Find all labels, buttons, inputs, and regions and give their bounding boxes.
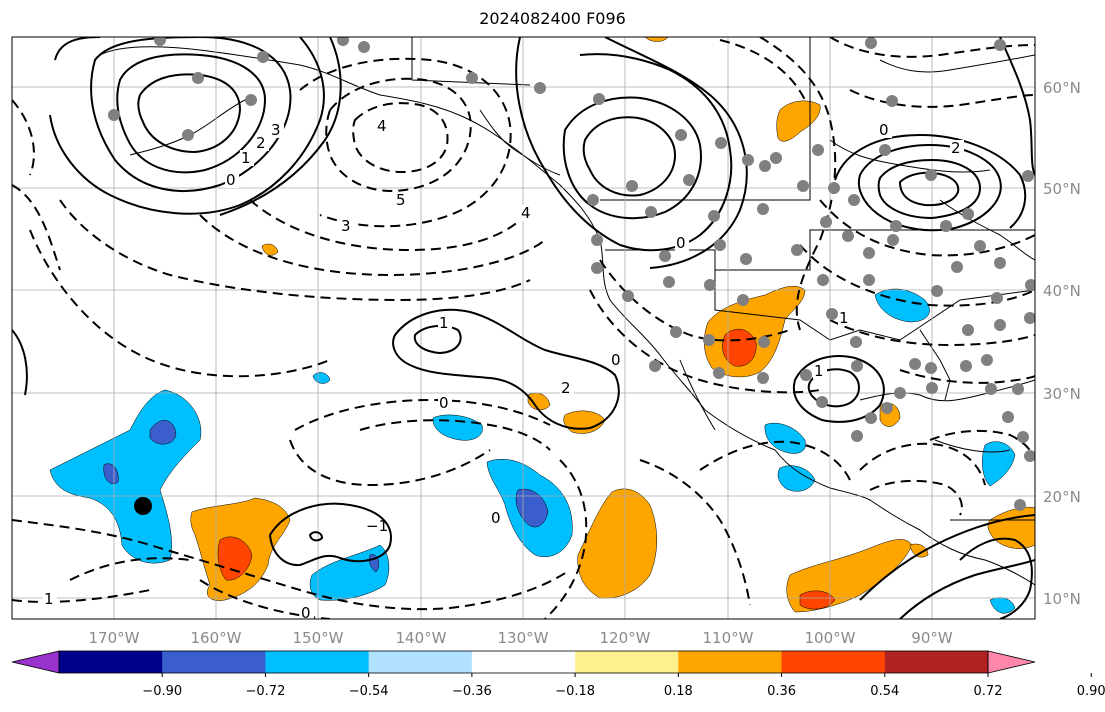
lon-tick-label: 150°W [293, 629, 344, 647]
contour-label: 1 [814, 362, 824, 380]
contour-label: 4 [521, 204, 531, 222]
lon-tick-label: 130°W [498, 629, 549, 647]
location-marker [134, 497, 152, 515]
lat-tick-label: 10°N [1043, 590, 1081, 608]
colorbar-segment [575, 651, 679, 673]
station-markers [108, 37, 1035, 511]
contour-label: 3 [341, 217, 351, 235]
colorbar-tick-label: 0.90 [1077, 684, 1105, 699]
colorbar-segment [987, 650, 1036, 674]
contour-label: 1 [44, 590, 54, 608]
lon-tick-label: 120°W [600, 629, 651, 647]
colorbar-segment [368, 651, 473, 673]
contour-label: 1 [839, 309, 849, 327]
contour-label: 0 [226, 171, 236, 189]
colorbar-segment [59, 651, 163, 673]
colorbar-segment [678, 651, 783, 673]
positive-shade-area [261, 243, 279, 256]
colorbar-tick-label: −0.54 [349, 684, 389, 699]
contour-label: 2 [951, 139, 961, 157]
lon-tick-label: 170°W [89, 629, 140, 647]
colorbar-tick-label: 0.36 [767, 684, 796, 699]
positive-shade-area [909, 543, 929, 558]
negative-shade-area [777, 465, 816, 492]
contour-label: 5 [396, 191, 406, 209]
positive-shade-area [577, 488, 657, 599]
colorbar-segment [884, 651, 989, 673]
contour-label: 2 [561, 379, 571, 397]
colorbar-segment [11, 650, 60, 674]
colorbar-segment [781, 651, 886, 673]
contour-label: 3 [271, 121, 281, 139]
colorbar-tick-label: −0.36 [452, 684, 492, 699]
colorbar-tick-label: 0.18 [664, 684, 693, 699]
shading-layer [49, 37, 1035, 614]
contour-label: 0 [611, 351, 621, 369]
plot-frame [11, 36, 1036, 620]
colorbar-tick-label: 0.72 [974, 684, 1003, 699]
contour-label: 1 [439, 314, 449, 332]
contour-label: 0 [491, 509, 501, 527]
lon-tick-label: 90°W [911, 629, 953, 647]
colorbar-segment [471, 651, 576, 673]
lat-tick-label: 40°N [1043, 282, 1081, 300]
lat-tick-label: 50°N [1043, 180, 1081, 198]
contour-label: 4 [377, 117, 387, 135]
contour-label: 0 [879, 121, 889, 139]
longitude-axis: 170°W 160°W 150°W 140°W 130°W 120°W 110°… [89, 629, 953, 647]
map-plot-area: 0 1 2 3 4 5 3 4 0 1 0 −1 0 0 1 2 0 1 1 0 [12, 37, 1035, 622]
negative-shade-area [982, 441, 1016, 487]
contour-label-layer: 0 1 2 3 4 5 3 4 0 1 0 −1 0 0 1 2 0 1 1 0 [43, 117, 964, 622]
contour-label: 0 [676, 234, 686, 252]
colorbar-segment [265, 651, 370, 673]
colorbar-tick-label: −0.90 [142, 684, 182, 699]
lon-tick-label: 140°W [396, 629, 447, 647]
colorbar-tick-label: −0.18 [555, 684, 595, 699]
latitude-axis: 60°N 50°N 40°N 30°N 20°N 10°N [1043, 79, 1081, 608]
graticule [12, 37, 1035, 619]
colorbar-segment [162, 651, 266, 673]
contour-label: −1 [366, 517, 388, 535]
contour-label: 0 [301, 604, 311, 622]
lat-tick-label: 60°N [1043, 79, 1081, 97]
chart-title: 2024082400 F096 [479, 9, 626, 28]
lon-tick-label: 160°W [191, 629, 242, 647]
colorbar: −0.90 −0.72 −0.54 −0.36 −0.18 0.18 0.36 0.54 0.7… [11, 650, 1105, 699]
contour-label: 2 [256, 134, 266, 152]
negative-shade-area [764, 422, 806, 454]
colorbar-tick-label: −0.72 [246, 684, 286, 699]
colorbar-frame [58, 650, 989, 674]
lat-tick-label: 20°N [1043, 488, 1081, 506]
lon-tick-label: 110°W [703, 629, 754, 647]
lat-tick-label: 30°N [1043, 385, 1081, 403]
lon-tick-label: 100°W [805, 629, 856, 647]
negative-contours [12, 37, 1035, 619]
colorbar-tick-label: 0.54 [870, 684, 899, 699]
contour-label: 1 [241, 149, 251, 167]
positive-shade-area [776, 100, 821, 142]
contour-label: 0 [439, 394, 449, 412]
